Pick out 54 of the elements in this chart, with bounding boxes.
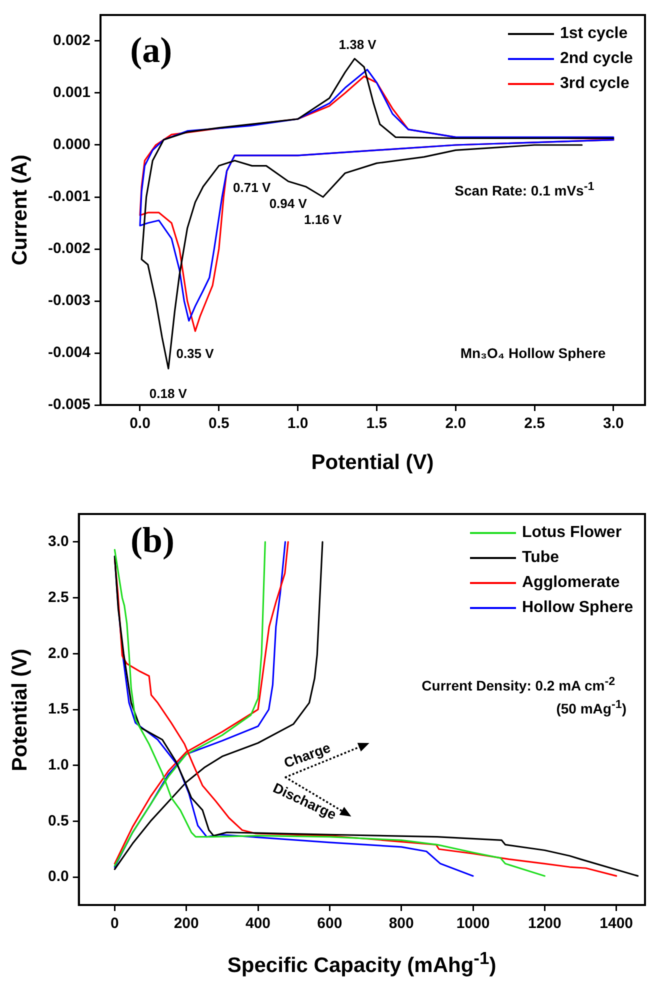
x-tick-label: 1.0 (287, 415, 308, 432)
y-tick-label: -0.001 (48, 188, 91, 206)
x-tick-label: 0.0 (130, 415, 150, 432)
y-tick-label: -0.005 (48, 396, 91, 414)
x-axis-title: Potential (V) (311, 451, 434, 475)
x-tick-label: 0 (110, 915, 119, 932)
y-tick-label: 0.001 (52, 84, 91, 102)
legend-label: Lotus Flower (522, 524, 622, 542)
annotation: Mn₃O₄ Hollow Sphere (460, 344, 606, 361)
annotation: 0.18 V (149, 386, 187, 402)
x-tick-label: 0.5 (208, 415, 230, 432)
y-tick-label: 1.5 (48, 700, 69, 718)
annotation: 0.35 V (176, 346, 214, 361)
x-tick-label: 1400 (600, 915, 634, 932)
annotation: Scan Rate: 0.1 mVs$^{-1}$ (454, 180, 594, 199)
x-tick-label: 2.0 (445, 415, 466, 432)
y-axis-title: Current (A) (8, 154, 32, 266)
y-tick-label: -0.002 (48, 240, 91, 258)
y-tick-label: 0.5 (48, 812, 69, 830)
annotation: Current Density: 0.2 mA cm$^{-2}$ (422, 674, 616, 694)
x-tick-label: 600 (317, 915, 342, 932)
legend-label: 1st cycle (560, 24, 628, 42)
y-tick-label: 0.000 (52, 136, 91, 154)
annotation: (a) (130, 28, 172, 71)
y-axis-title: Potential (V) (8, 648, 32, 771)
x-tick-label: 1200 (528, 915, 562, 932)
x-tick-label: 3.0 (603, 415, 624, 432)
x-tick-label: 2.5 (524, 415, 545, 432)
x-tick-label: 800 (388, 915, 414, 932)
annotation: 1.38 V (338, 37, 376, 52)
x-axis-title: Specific Capacity (mAhg$^{-1}$) (227, 948, 496, 978)
y-tick-label: 0.002 (52, 32, 91, 50)
annotation: (50 mAg$^{-1}$) (556, 698, 626, 716)
y-tick-label: 2.5 (48, 588, 69, 606)
x-tick-label: 1000 (456, 915, 490, 932)
annotation: 0.71 V (233, 180, 271, 196)
annotation: Charge (282, 739, 333, 771)
legend-label: Tube (522, 548, 560, 566)
annotation: (b) (130, 518, 174, 561)
legend-label: 3rd cycle (560, 74, 630, 92)
annotation: 0.94 V (269, 196, 307, 211)
x-tick-label: 400 (245, 915, 271, 932)
y-tick-label: 0.0 (48, 868, 69, 886)
y-tick-label: 1.0 (48, 756, 69, 774)
y-tick-label: 3.0 (48, 533, 69, 550)
annotation: 1.16 V (304, 212, 342, 226)
legend-label: 2nd cycle (560, 50, 633, 68)
legend-label: Agglomerate (522, 574, 620, 592)
y-tick-label: 2.0 (48, 644, 69, 662)
x-tick-label: 200 (174, 915, 199, 932)
legend-label: Hollow Sphere (522, 598, 634, 616)
y-tick-label: -0.003 (48, 292, 91, 310)
x-tick-label: 1.5 (366, 415, 388, 432)
y-tick-label: -0.004 (48, 344, 92, 362)
